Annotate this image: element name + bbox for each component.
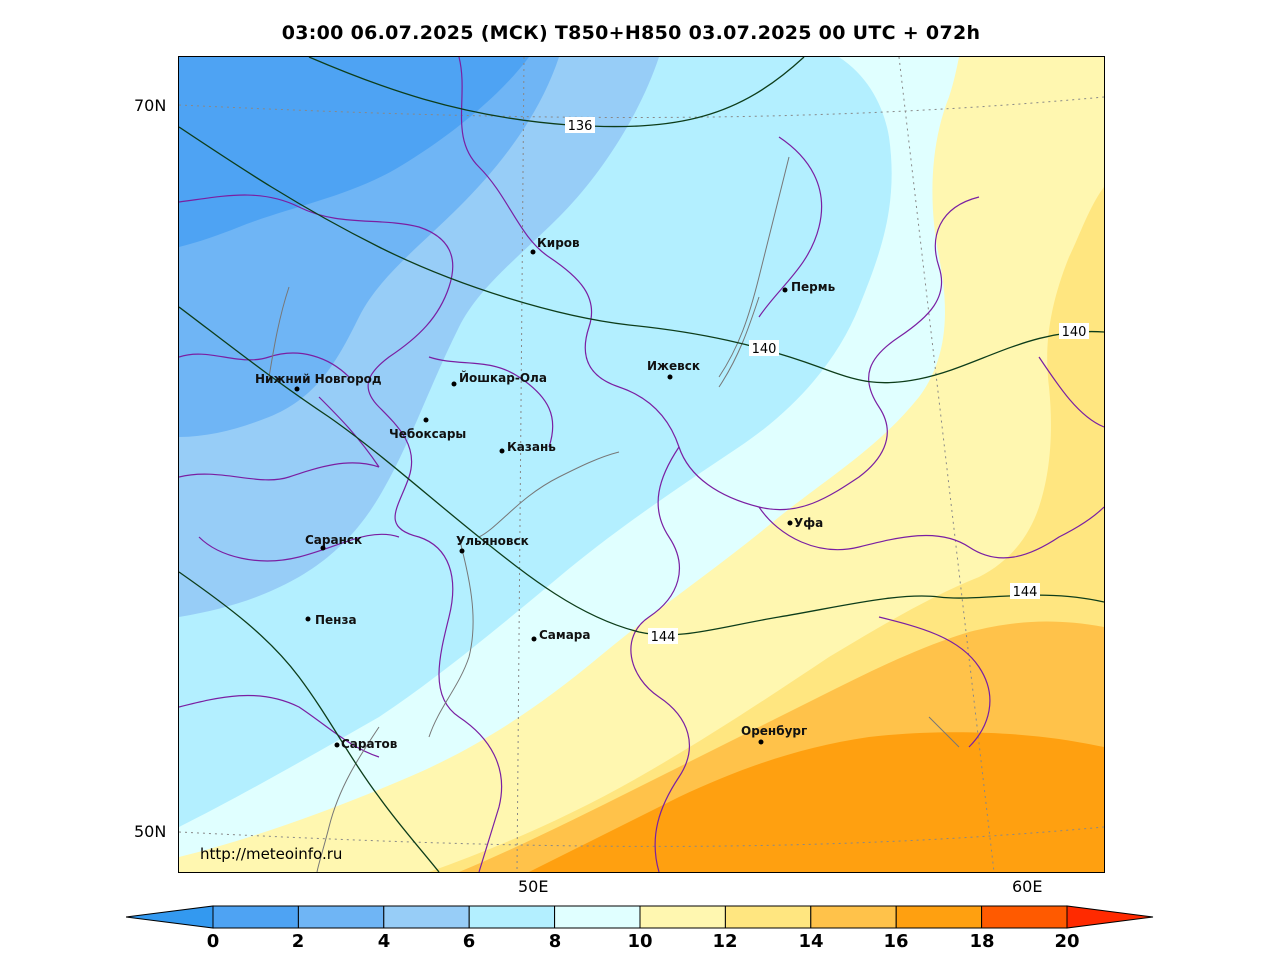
city-ulyanovsk: Ульяновск <box>456 534 529 548</box>
colorbar-tick-18: 18 <box>969 931 995 952</box>
city-dot <box>758 739 764 745</box>
city-dot <box>451 381 457 387</box>
colorbar-segment <box>297 905 385 929</box>
city-ufa: Уфа <box>794 516 823 530</box>
isohypse-label-140-east: 140 <box>1062 325 1087 340</box>
city-orenburg: Оренбург <box>741 724 807 738</box>
city-samara: Самара <box>539 628 591 642</box>
city-perm: Пермь <box>791 280 836 294</box>
isohypse-labels: 136 140 140 144 144 <box>565 117 1089 645</box>
isohypse-label-136: 136 <box>568 119 593 134</box>
city-penza: Пенза <box>315 613 357 627</box>
colorbar-tick-20: 20 <box>1054 931 1080 952</box>
colorbar-segment <box>724 905 812 929</box>
city-dot <box>320 545 326 551</box>
colorbar-segment <box>468 905 556 929</box>
colorbar-segment <box>639 905 726 929</box>
city-dot <box>530 249 536 255</box>
colorbar-tick-2: 2 <box>291 931 305 952</box>
city-nizhny-novgorod: Нижний Новгород <box>255 372 382 386</box>
isohypse-label-bg <box>749 340 779 356</box>
colorbar-tick-0: 0 <box>206 931 220 952</box>
city-dot <box>499 448 505 454</box>
colorbar-segment <box>810 905 897 929</box>
city-dot <box>294 386 300 392</box>
city-saratov: Саратов <box>341 737 398 751</box>
colorbar-tick-10: 10 <box>627 931 653 952</box>
colorbar-tick-16: 16 <box>883 931 909 952</box>
lon-label-50e: 50E <box>518 877 549 896</box>
city-saransk: Саранск <box>305 533 362 547</box>
colorbar-segment <box>212 905 299 929</box>
colorbar-svg <box>125 905 1154 929</box>
lat-label-70n: 70N <box>134 96 167 115</box>
colorbar-segment <box>895 905 983 929</box>
map-title: 03:00 06.07.2025 (МСК) T850+H850 03.07.2… <box>281 22 981 44</box>
colorbar-tick-4: 4 <box>377 931 391 952</box>
city-yoshkar-ola: Йошкар-Ола <box>459 370 547 385</box>
isohypse-label-144-east: 144 <box>1013 585 1038 600</box>
colorbar <box>125 904 1156 932</box>
map-svg: 136 140 140 144 144 Киров Пермь Нижний Н… <box>179 57 1104 872</box>
isohypse-label-140: 140 <box>752 342 777 357</box>
isohypse-label-bg <box>1059 323 1089 339</box>
city-dot <box>423 417 429 423</box>
lat-label-50n: 50N <box>134 822 167 841</box>
city-dot <box>305 616 311 622</box>
isohypse-label-bg <box>565 117 595 133</box>
isohypse-label-144: 144 <box>651 630 676 645</box>
city-cheboksary: Чебоксары <box>389 427 466 441</box>
colorbar-tick-8: 8 <box>548 931 562 952</box>
city-dot <box>782 287 788 293</box>
watermark-url: http://meteoinfo.ru <box>200 845 343 863</box>
city-kirov: Киров <box>537 236 580 250</box>
graticule <box>179 57 1104 872</box>
zone-16-18 <box>529 732 1104 872</box>
colorbar-tick-6: 6 <box>462 931 476 952</box>
city-dot <box>334 742 340 748</box>
colorbar-tick-12: 12 <box>712 931 738 952</box>
city-dot <box>531 636 537 642</box>
colorbar-segment <box>383 905 470 929</box>
lon-label-60e: 60E <box>1012 877 1043 896</box>
city-kazan: Казань <box>507 440 556 454</box>
isohypse-label-bg <box>1010 583 1040 599</box>
rivers <box>268 156 960 872</box>
colorbar-segment <box>554 905 641 929</box>
colorbar-min-arrow <box>125 905 214 929</box>
city-dot <box>667 374 673 380</box>
city-dot <box>787 520 793 526</box>
colorbar-tick-14: 14 <box>798 931 824 952</box>
city-izhevsk: Ижевск <box>647 359 700 373</box>
isohypses <box>179 57 1104 872</box>
region-borders <box>179 57 1104 872</box>
colorbar-segment <box>981 905 1068 929</box>
cities: Киров Пермь Нижний Новгород Йошкар-Ола И… <box>255 236 836 751</box>
map-panel: 136 140 140 144 144 Киров Пермь Нижний Н… <box>178 56 1105 873</box>
city-dot <box>459 548 465 554</box>
colorbar-max-arrow <box>1066 905 1154 929</box>
isohypse-label-bg <box>648 628 678 644</box>
